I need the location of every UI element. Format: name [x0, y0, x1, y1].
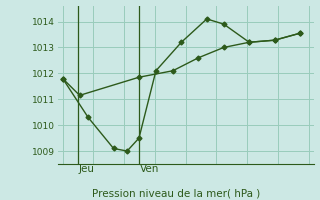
Text: Jeu: Jeu: [79, 164, 95, 174]
Text: Ven: Ven: [140, 164, 159, 174]
Text: Pression niveau de la mer( hPa ): Pression niveau de la mer( hPa ): [92, 188, 260, 198]
